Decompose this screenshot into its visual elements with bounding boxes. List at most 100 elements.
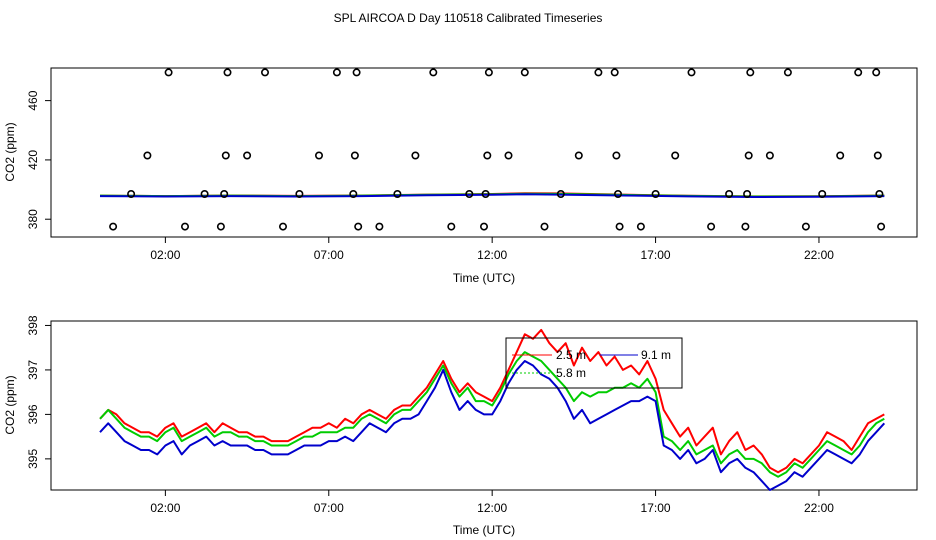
top-data-point <box>109 222 118 231</box>
top-data-point <box>877 222 886 231</box>
top-data-point <box>352 68 361 77</box>
bottom-panel: 02:00 07:00 12:00 17:00 22:00 395 396 397 398 T… <box>3 315 918 537</box>
bottom-x-tick-label: 07:00 <box>314 501 344 515</box>
top-data-point <box>429 68 438 77</box>
top-data-point <box>613 190 622 199</box>
top-data-point <box>707 222 716 231</box>
top-x-tick-label: 12:00 <box>477 248 507 262</box>
top-data-point <box>818 190 827 199</box>
top-data-point <box>260 68 269 77</box>
top-data-point <box>610 68 619 77</box>
top-y-axis: 380 420 460 <box>26 90 51 229</box>
top-x-tick-label: 07:00 <box>314 248 344 262</box>
top-data-point <box>447 222 456 231</box>
top-data-point <box>612 151 621 160</box>
top-data-point <box>411 151 420 160</box>
legend-label-5-8m: 5.8 m <box>556 366 586 380</box>
top-data-point <box>200 190 209 199</box>
bottom-x-tick-label: 17:00 <box>641 501 671 515</box>
top-data-point <box>221 151 230 160</box>
top-data-point <box>854 68 863 77</box>
top-x-tick-label: 17:00 <box>641 248 671 262</box>
top-data-point <box>223 68 232 77</box>
bottom-line-5-8-m <box>99 351 885 478</box>
top-data-point <box>615 222 624 231</box>
top-y-tick-label: 460 <box>26 90 40 110</box>
legend-label-9-1m: 9.1 m <box>641 348 671 362</box>
bottom-y-tick-label: 396 <box>26 404 40 424</box>
top-data-point <box>295 190 304 199</box>
top-data-point <box>393 190 402 199</box>
legend: 2.5 m 9.1 m 5.8 m <box>505 337 683 389</box>
top-data-point <box>483 151 492 160</box>
top-x-tick-label: 02:00 <box>150 248 180 262</box>
top-data-point <box>354 222 363 231</box>
top-data-point <box>741 222 750 231</box>
top-data-point <box>278 222 287 231</box>
top-data-point <box>594 68 603 77</box>
top-y-axis-label: CO2 (ppm) <box>3 122 17 181</box>
top-data-point <box>744 151 753 160</box>
top-data-point <box>216 222 225 231</box>
bottom-y-axis-label: CO2 (ppm) <box>3 375 17 434</box>
bottom-y-tick-label: 395 <box>26 449 40 469</box>
top-data-point <box>540 222 549 231</box>
top-x-axis: 02:00 07:00 12:00 17:00 22:00 <box>150 237 834 262</box>
top-series-group <box>99 192 885 198</box>
bottom-y-tick-label: 397 <box>26 360 40 380</box>
bottom-x-tick-label: 12:00 <box>477 501 507 515</box>
bottom-line-2-5-m <box>99 328 885 474</box>
top-data-point <box>574 151 583 160</box>
bottom-x-axis-label: Time (UTC) <box>453 523 515 537</box>
top-line-series-2 <box>99 193 885 198</box>
top-data-point <box>484 68 493 77</box>
top-data-point <box>743 190 752 199</box>
top-data-point <box>725 190 734 199</box>
bottom-series-group <box>99 328 886 491</box>
bottom-x-tick-label: 02:00 <box>150 501 180 515</box>
top-data-point <box>127 190 136 199</box>
top-data-point <box>875 190 884 199</box>
top-data-point <box>220 190 229 199</box>
top-data-point <box>873 151 882 160</box>
top-panel: 02:00 07:00 12:00 17:00 22:00 380 420 460 Time… <box>3 67 918 285</box>
top-data-point <box>746 68 755 77</box>
top-data-point <box>556 190 565 199</box>
top-x-axis-label: Time (UTC) <box>453 271 515 285</box>
top-data-point <box>375 222 384 231</box>
bottom-y-axis: 395 396 397 398 <box>26 315 51 469</box>
chart-title: SPL AIRCOA D Day 110518 Calibrated Times… <box>334 11 603 25</box>
legend-label-2-5m: 2.5 m <box>556 348 586 362</box>
top-data-point <box>349 190 358 199</box>
top-data-point <box>314 151 323 160</box>
top-points-group <box>109 68 886 231</box>
top-data-point <box>872 68 881 77</box>
top-y-tick-label: 420 <box>26 150 40 170</box>
top-x-tick-label: 22:00 <box>804 248 834 262</box>
bottom-x-tick-label: 22:00 <box>804 501 834 515</box>
top-data-point <box>836 151 845 160</box>
top-data-point <box>481 190 490 199</box>
bottom-line-9-1-m <box>99 360 886 491</box>
top-data-point <box>636 222 645 231</box>
top-data-point <box>243 151 252 160</box>
top-data-point <box>520 68 529 77</box>
top-data-point <box>783 68 792 77</box>
top-data-point <box>181 222 190 231</box>
top-data-point <box>671 151 680 160</box>
top-plot-frame <box>50 67 918 238</box>
bottom-plot-frame <box>50 320 918 491</box>
top-data-point <box>143 151 152 160</box>
top-data-point <box>164 68 173 77</box>
bottom-x-axis: 02:00 07:00 12:00 17:00 22:00 <box>150 490 834 515</box>
legend-box <box>505 337 683 389</box>
top-data-point <box>651 190 660 199</box>
top-data-point <box>801 222 810 231</box>
top-y-tick-label: 380 <box>26 209 40 229</box>
top-data-point <box>465 190 474 199</box>
top-data-point <box>350 151 359 160</box>
top-data-point <box>687 68 696 77</box>
top-data-point <box>479 222 488 231</box>
top-data-point <box>765 151 774 160</box>
